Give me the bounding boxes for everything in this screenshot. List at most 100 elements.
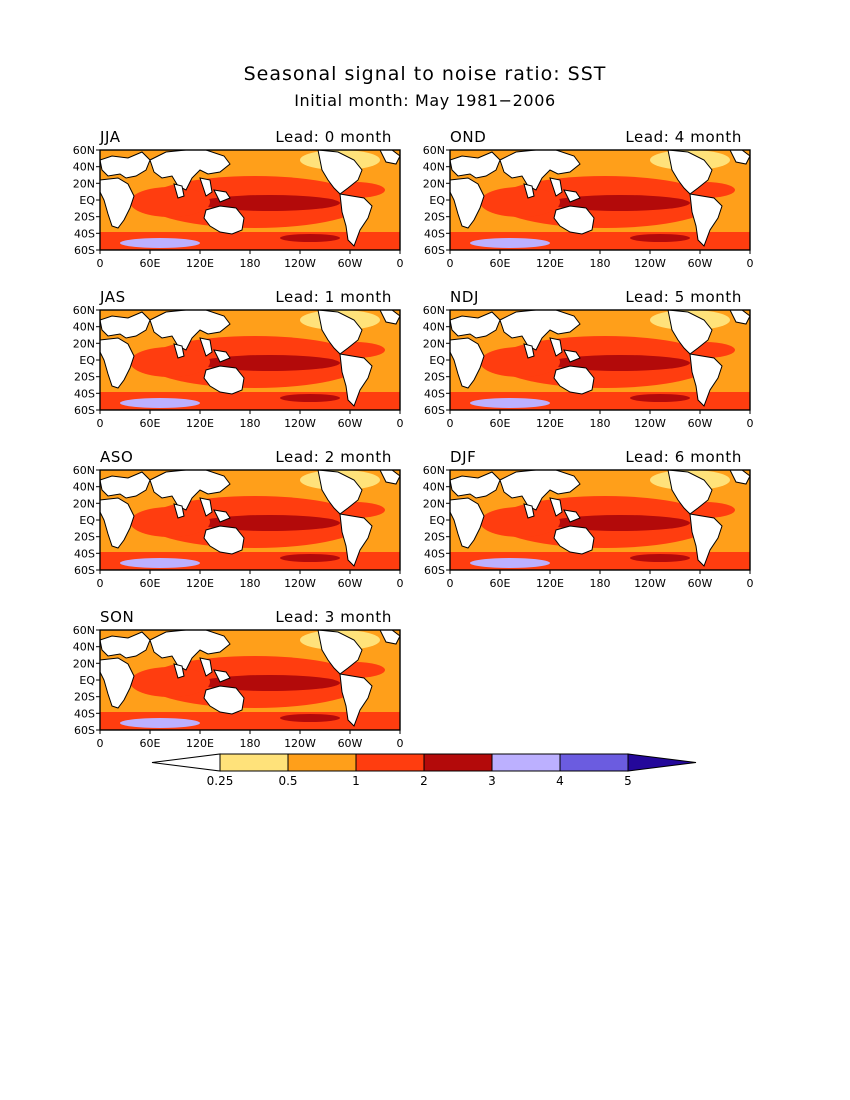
- lat-tick-label: 40N: [73, 481, 95, 494]
- lead-label: Lead: 2 month: [275, 448, 392, 466]
- lat-tick-label: 60S: [74, 724, 95, 737]
- colorbar-label: 0.25: [207, 774, 234, 788]
- lon-tick-label: 60E: [140, 417, 161, 430]
- lon-tick-label: 120E: [536, 257, 564, 270]
- colorbar-segment: [423, 753, 493, 772]
- colorbar-high-end: [627, 753, 697, 772]
- lat-tick-label: 20N: [73, 177, 95, 190]
- lon-tick-label: 180: [240, 577, 261, 590]
- lead-label: Lead: 1 month: [275, 288, 392, 306]
- lat-tick-label: 40S: [74, 707, 95, 720]
- colorbar-label: 3: [488, 774, 496, 788]
- figure-title: Seasonal signal to noise ratio: SST: [244, 63, 607, 85]
- lon-tick-label: 60W: [688, 417, 713, 430]
- lon-tick-label: 120E: [536, 577, 564, 590]
- lat-tick-label: EQ: [429, 194, 445, 207]
- lat-tick-label: 60S: [424, 244, 445, 257]
- lon-tick-label: 0: [97, 417, 104, 430]
- season-label: DJF: [450, 448, 476, 466]
- lon-tick-label: 0: [397, 577, 404, 590]
- lat-tick-label: 40S: [424, 227, 445, 240]
- lead-label: Lead: 0 month: [275, 128, 392, 146]
- lon-tick-label: 60E: [490, 417, 511, 430]
- lat-tick-label: 20N: [423, 337, 445, 350]
- sst-field: [450, 310, 750, 410]
- lat-tick-label: EQ: [79, 194, 95, 207]
- season-label: JJA: [99, 128, 121, 146]
- colorbar-segment: [491, 753, 561, 772]
- figure-subtitle: Initial month: May 1981−2006: [294, 91, 556, 110]
- sst-field: [100, 150, 400, 250]
- lat-tick-label: 20S: [74, 371, 95, 384]
- sst-field: [100, 310, 400, 410]
- lat-tick-label: 20S: [74, 211, 95, 224]
- lon-tick-label: 0: [97, 257, 104, 270]
- lat-tick-label: 60N: [73, 144, 95, 157]
- colorbar-segment: [219, 753, 289, 772]
- lon-tick-label: 120E: [186, 417, 214, 430]
- lon-tick-label: 0: [447, 417, 454, 430]
- season-label: OND: [450, 128, 486, 146]
- lon-tick-label: 60E: [140, 257, 161, 270]
- lon-tick-label: 60W: [338, 257, 363, 270]
- lon-tick-label: 60W: [688, 257, 713, 270]
- season-label: ASO: [100, 448, 133, 466]
- lon-tick-label: 180: [240, 737, 261, 750]
- colorbar-segment: [287, 753, 357, 772]
- lat-tick-label: 40S: [424, 547, 445, 560]
- lon-tick-label: 120W: [284, 417, 316, 430]
- colorbar: 0.25 0.5 1 2 3 4 5: [151, 753, 697, 788]
- lat-tick-label: 40S: [74, 227, 95, 240]
- lat-tick-label: 40N: [73, 161, 95, 174]
- colorbar-label: 1: [352, 774, 360, 788]
- lon-tick-label: 0: [97, 737, 104, 750]
- lead-label: Lead: 3 month: [275, 608, 392, 626]
- lon-tick-label: 180: [590, 577, 611, 590]
- lat-tick-label: 20N: [423, 177, 445, 190]
- lon-tick-label: 60W: [338, 737, 363, 750]
- lat-tick-label: 40N: [73, 641, 95, 654]
- lon-tick-label: 120W: [634, 257, 666, 270]
- lon-tick-label: 120E: [186, 257, 214, 270]
- lon-tick-label: 0: [447, 257, 454, 270]
- colorbar-low-end: [151, 753, 221, 772]
- lat-tick-label: 60N: [73, 304, 95, 317]
- lat-tick-label: 60N: [423, 304, 445, 317]
- lead-label: Lead: 5 month: [625, 288, 742, 306]
- colorbar-label: 5: [624, 774, 632, 788]
- lat-tick-label: EQ: [429, 514, 445, 527]
- lon-tick-label: 60E: [140, 737, 161, 750]
- colorbar-label: 2: [420, 774, 428, 788]
- lat-tick-label: 60S: [424, 404, 445, 417]
- lon-tick-label: 60E: [140, 577, 161, 590]
- lat-tick-label: 40S: [74, 387, 95, 400]
- lat-tick-label: 60N: [423, 464, 445, 477]
- lon-tick-label: 0: [397, 417, 404, 430]
- lat-tick-label: 40N: [423, 161, 445, 174]
- lon-tick-label: 120E: [536, 417, 564, 430]
- colorbar-segment: [559, 753, 629, 772]
- lon-tick-label: 60E: [490, 257, 511, 270]
- lon-tick-label: 120W: [284, 737, 316, 750]
- lon-tick-label: 0: [747, 257, 754, 270]
- colorbar-label: 4: [556, 774, 564, 788]
- lat-tick-label: 60S: [74, 404, 95, 417]
- lon-tick-label: 180: [590, 417, 611, 430]
- lat-tick-label: EQ: [79, 354, 95, 367]
- lat-tick-label: 20N: [73, 657, 95, 670]
- lat-tick-label: 40N: [423, 321, 445, 334]
- lat-tick-label: 40S: [74, 547, 95, 560]
- lon-tick-label: 180: [240, 417, 261, 430]
- lat-tick-label: EQ: [79, 514, 95, 527]
- lon-tick-label: 0: [397, 257, 404, 270]
- season-label: JAS: [99, 288, 126, 306]
- lat-tick-label: 20N: [73, 497, 95, 510]
- lat-tick-label: 20S: [74, 531, 95, 544]
- lat-tick-label: 20S: [74, 691, 95, 704]
- lon-tick-label: 180: [240, 257, 261, 270]
